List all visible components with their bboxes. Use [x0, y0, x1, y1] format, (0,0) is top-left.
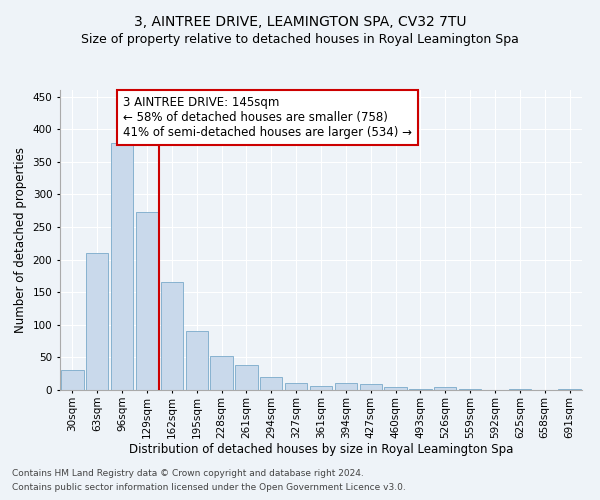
Bar: [136, 212, 158, 390]
Text: Size of property relative to detached houses in Royal Leamington Spa: Size of property relative to detached ho…: [81, 32, 519, 46]
Bar: [111, 144, 133, 390]
Text: 3 AINTREE DRIVE: 145sqm
← 58% of detached houses are smaller (758)
41% of semi-d: 3 AINTREE DRIVE: 145sqm ← 58% of detache…: [122, 96, 412, 139]
Bar: [185, 332, 208, 390]
Bar: [235, 365, 257, 390]
Text: 3, AINTREE DRIVE, LEAMINGTON SPA, CV32 7TU: 3, AINTREE DRIVE, LEAMINGTON SPA, CV32 7…: [134, 15, 466, 29]
Bar: [335, 384, 357, 390]
Text: Contains public sector information licensed under the Open Government Licence v3: Contains public sector information licen…: [12, 484, 406, 492]
Bar: [409, 388, 431, 390]
Bar: [434, 386, 457, 390]
Bar: [61, 370, 83, 390]
Bar: [211, 356, 233, 390]
Bar: [260, 377, 283, 390]
Text: Contains HM Land Registry data © Crown copyright and database right 2024.: Contains HM Land Registry data © Crown c…: [12, 468, 364, 477]
Bar: [359, 384, 382, 390]
X-axis label: Distribution of detached houses by size in Royal Leamington Spa: Distribution of detached houses by size …: [129, 443, 513, 456]
Bar: [86, 253, 109, 390]
Bar: [285, 383, 307, 390]
Y-axis label: Number of detached properties: Number of detached properties: [14, 147, 27, 333]
Bar: [310, 386, 332, 390]
Bar: [161, 282, 183, 390]
Bar: [385, 388, 407, 390]
